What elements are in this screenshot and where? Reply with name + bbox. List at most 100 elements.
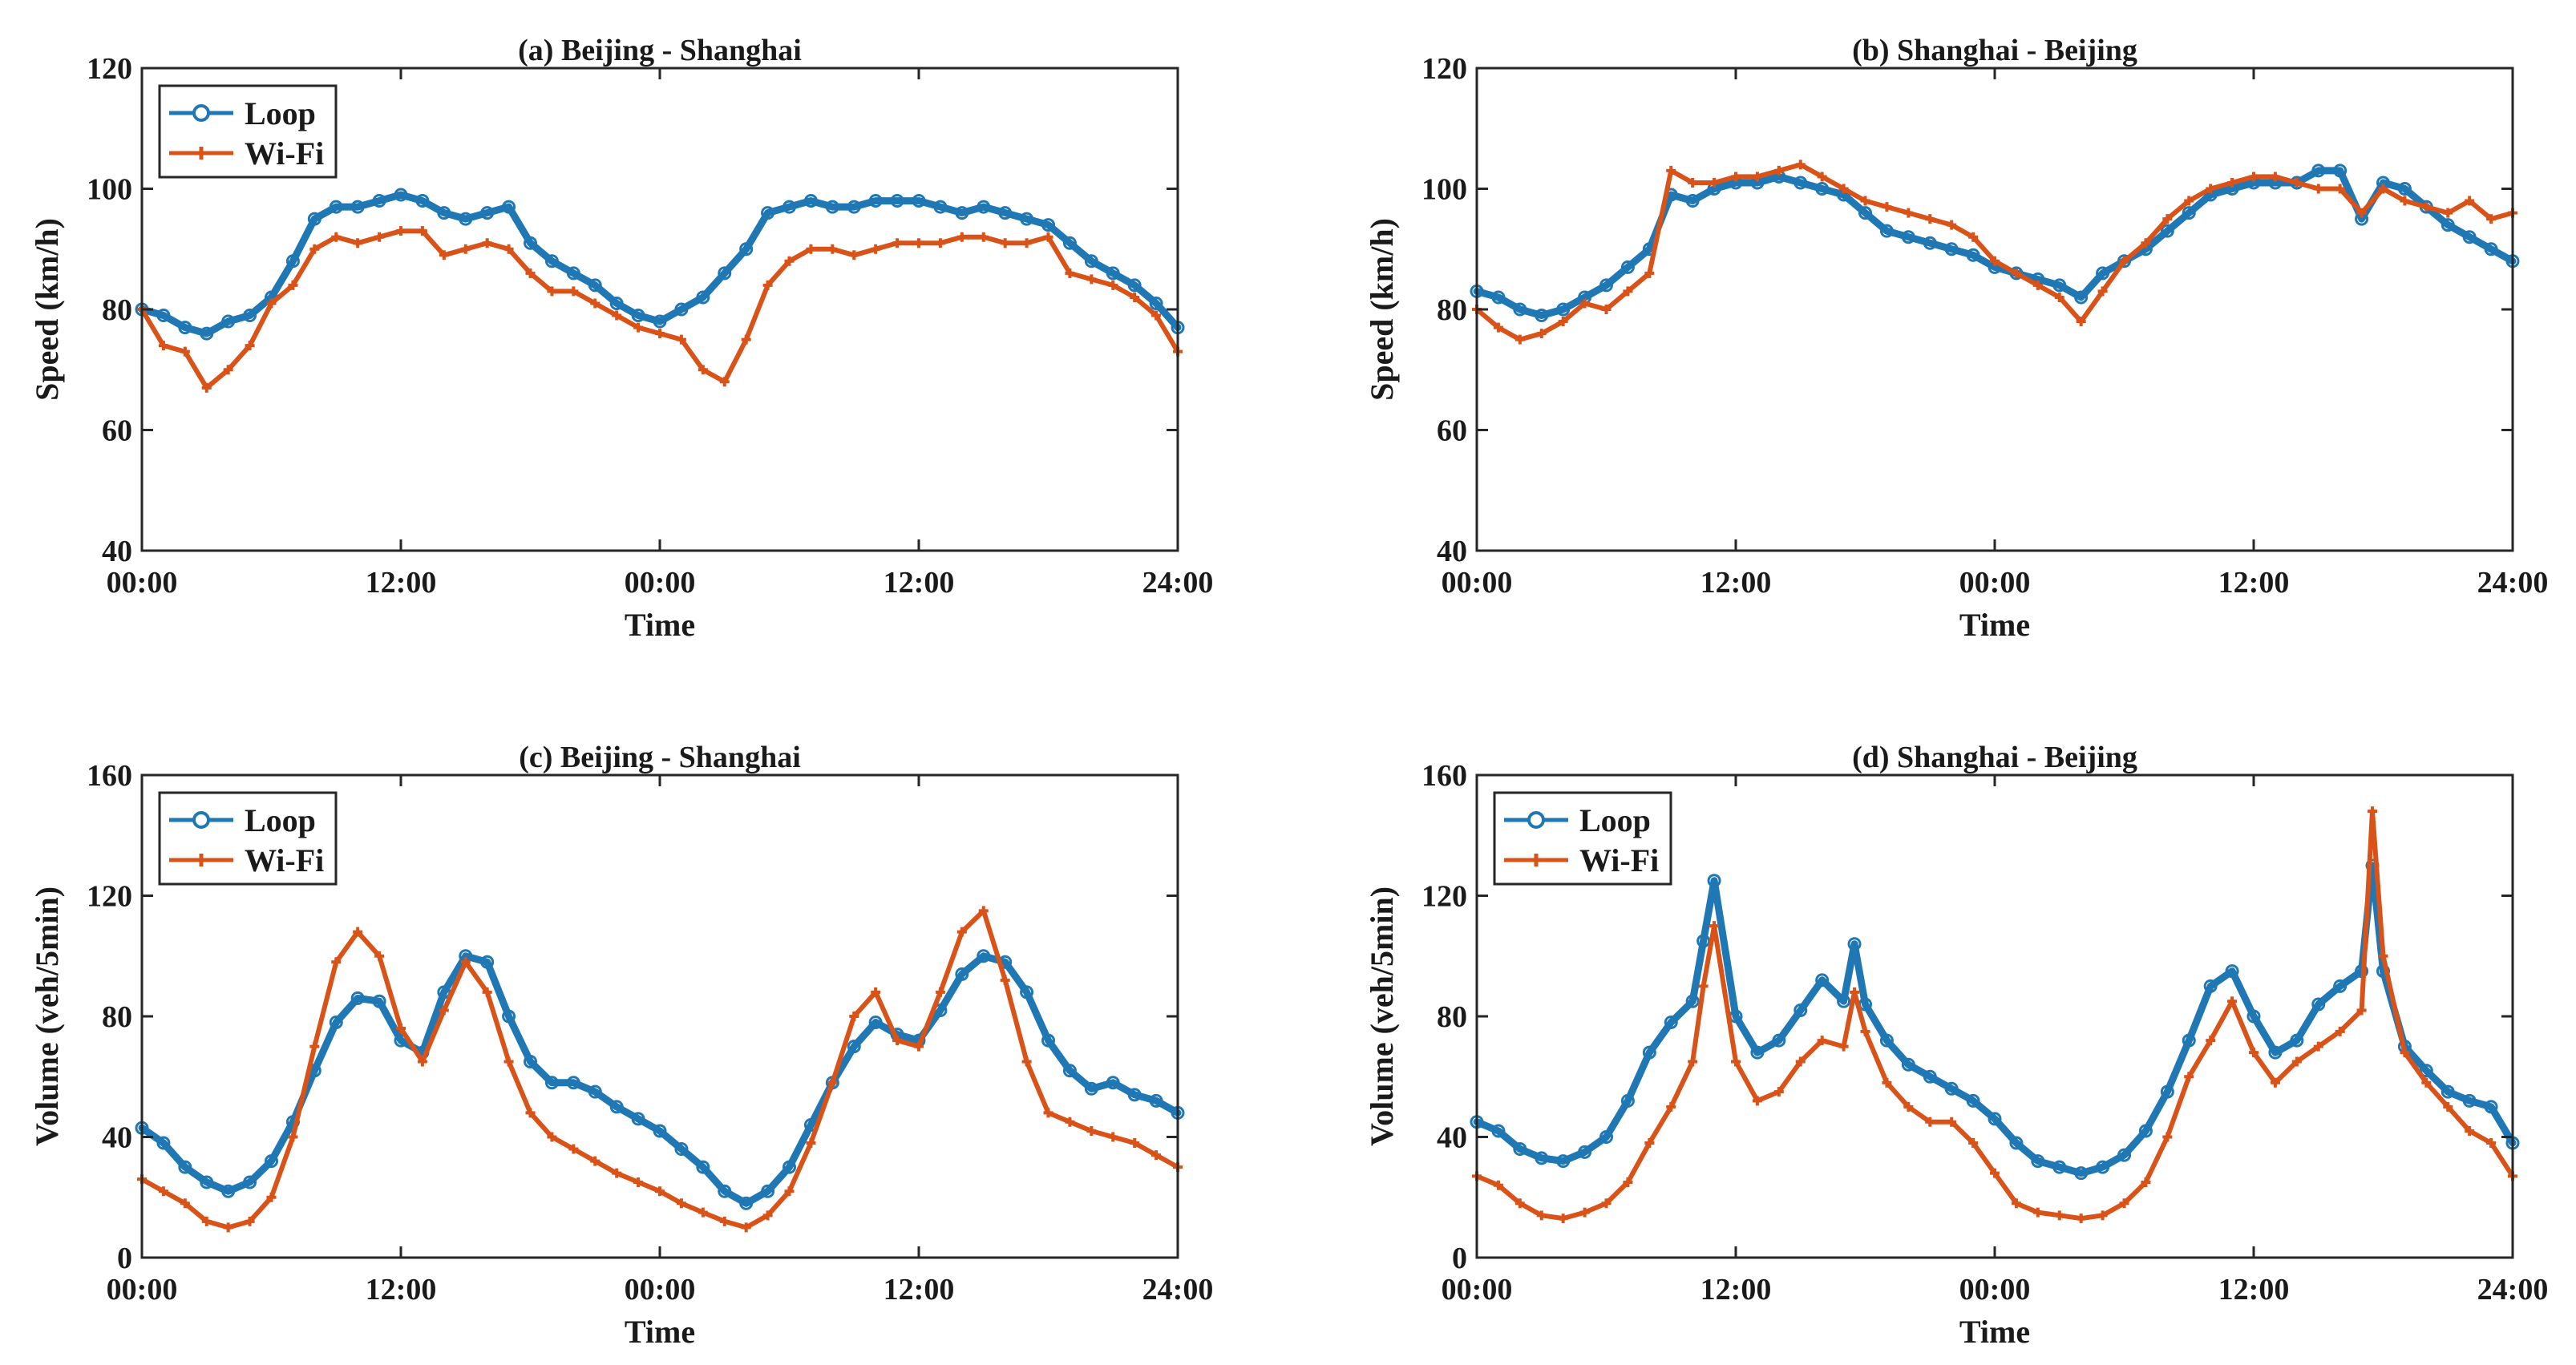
data-point-loop xyxy=(847,1040,861,1054)
data-point-wifi xyxy=(460,957,471,967)
data-point-loop xyxy=(1793,1003,1808,1017)
data-point-wifi xyxy=(978,906,989,916)
data-point-loop xyxy=(1685,194,1700,208)
y-tick-label: 160 xyxy=(1421,759,1467,793)
data-point-loop xyxy=(2484,242,2498,256)
legend-label-loop: Loop xyxy=(245,802,316,838)
data-point-loop xyxy=(1901,1057,1915,1072)
data-point-loop xyxy=(2160,224,2174,238)
data-point-loop xyxy=(2225,964,2239,979)
y-tick-label: 80 xyxy=(1437,1000,1467,1034)
x-axis-title: Time xyxy=(1959,1314,2030,1350)
data-point-loop xyxy=(1837,994,1851,1008)
data-point-wifi xyxy=(1623,1177,1633,1187)
data-point-wifi xyxy=(568,1144,579,1154)
data-point-loop xyxy=(265,1154,278,1169)
data-point-loop xyxy=(1599,1130,1613,1144)
data-point-loop xyxy=(1707,874,1721,888)
data-point-loop xyxy=(653,1124,667,1138)
data-point-wifi xyxy=(1968,232,1979,242)
data-point-loop xyxy=(1149,296,1163,310)
data-point-wifi xyxy=(568,286,579,297)
data-point-loop xyxy=(329,200,343,214)
data-point-loop xyxy=(955,206,969,220)
data-point-wifi xyxy=(1698,981,1709,991)
data-point-loop xyxy=(1599,278,1613,293)
data-point-loop xyxy=(2117,254,2131,269)
data-point-loop xyxy=(2484,1100,2498,1114)
data-point-wifi xyxy=(849,1012,859,1021)
data-point-loop xyxy=(1041,218,1055,232)
y-axis-title: Volume (veh/5min) xyxy=(1364,886,1400,1146)
y-tick-label: 80 xyxy=(1437,293,1467,327)
chart-title: (d) Shanghai - Beijing xyxy=(1852,741,2137,774)
data-point-wifi xyxy=(2227,996,2238,1007)
data-point-loop xyxy=(2096,266,2110,281)
data-point-wifi xyxy=(633,322,644,333)
data-point-wifi xyxy=(482,238,492,248)
data-point-loop xyxy=(437,206,451,220)
chart-title: (c) Beijing - Shanghai xyxy=(519,741,801,774)
series-wifi xyxy=(1472,806,2517,1224)
data-point-wifi xyxy=(2076,1214,2086,1224)
data-point-wifi xyxy=(2119,1198,2129,1209)
data-point-wifi xyxy=(266,1192,277,1202)
data-point-loop xyxy=(459,212,473,226)
data-point-wifi xyxy=(2076,317,2086,327)
data-point-wifi xyxy=(2356,1005,2367,1016)
data-point-loop xyxy=(1491,1124,1506,1138)
y-tick-label: 0 xyxy=(1452,1242,1467,1275)
data-point-wifi xyxy=(2227,177,2238,188)
data-point-loop xyxy=(588,278,602,293)
data-point-wifi xyxy=(2313,184,2323,194)
data-point-loop xyxy=(631,309,645,323)
data-point-wifi xyxy=(1536,1210,1547,1221)
x-tick-label: 00:00 xyxy=(1442,1273,1513,1306)
data-point-wifi xyxy=(1493,1180,1503,1190)
data-point-loop xyxy=(1084,1081,1098,1096)
data-point-loop xyxy=(1084,254,1098,269)
data-point-loop xyxy=(1535,1151,1549,1165)
data-point-loop xyxy=(631,1112,645,1126)
data-point-wifi xyxy=(1644,268,1655,278)
data-point-loop xyxy=(803,194,818,208)
data-point-wifi xyxy=(2421,202,2432,212)
data-point-loop xyxy=(1966,248,1980,262)
data-point-loop xyxy=(1879,1033,1894,1048)
data-point-wifi xyxy=(655,1186,665,1197)
data-point-loop xyxy=(544,1076,559,1090)
legend: Loop Wi-Fi xyxy=(158,791,338,886)
data-point-wifi xyxy=(1558,317,1568,327)
legend-label-loop: Loop xyxy=(245,95,316,131)
data-point-loop xyxy=(1879,224,1894,238)
data-point-loop xyxy=(1556,302,1571,317)
data-point-wifi xyxy=(201,1216,212,1226)
x-tick-label: 24:00 xyxy=(1142,566,1214,600)
data-point-wifi xyxy=(2141,238,2151,248)
data-point-wifi xyxy=(590,1156,601,1166)
y-tick-label: 120 xyxy=(1421,880,1467,914)
data-point-loop xyxy=(502,1009,516,1024)
data-point-loop xyxy=(156,309,171,323)
x-tick-label: 12:00 xyxy=(366,566,437,600)
x-tick-label: 00:00 xyxy=(625,1273,696,1306)
data-point-wifi xyxy=(2421,1077,2432,1088)
data-point-wifi xyxy=(1514,1198,1525,1209)
data-point-loop xyxy=(544,254,559,269)
data-point-wifi xyxy=(245,341,255,351)
data-point-loop xyxy=(243,309,257,323)
data-point-loop xyxy=(977,949,991,963)
data-point-wifi xyxy=(353,238,363,248)
data-point-wifi xyxy=(1882,1077,1892,1088)
data-point-wifi xyxy=(396,226,406,236)
data-point-loop xyxy=(1966,1093,1980,1108)
data-point-wifi xyxy=(547,1132,557,1142)
data-point-wifi xyxy=(503,1056,514,1067)
data-point-loop xyxy=(2138,1124,2153,1138)
data-point-loop xyxy=(2160,1084,2174,1099)
y-tick-label: 60 xyxy=(1437,414,1467,448)
x-tick-label: 00:00 xyxy=(107,1273,178,1306)
legend-marker-wifi xyxy=(195,147,208,160)
data-point-wifi xyxy=(1021,238,1032,248)
data-point-wifi xyxy=(1990,1168,2000,1178)
